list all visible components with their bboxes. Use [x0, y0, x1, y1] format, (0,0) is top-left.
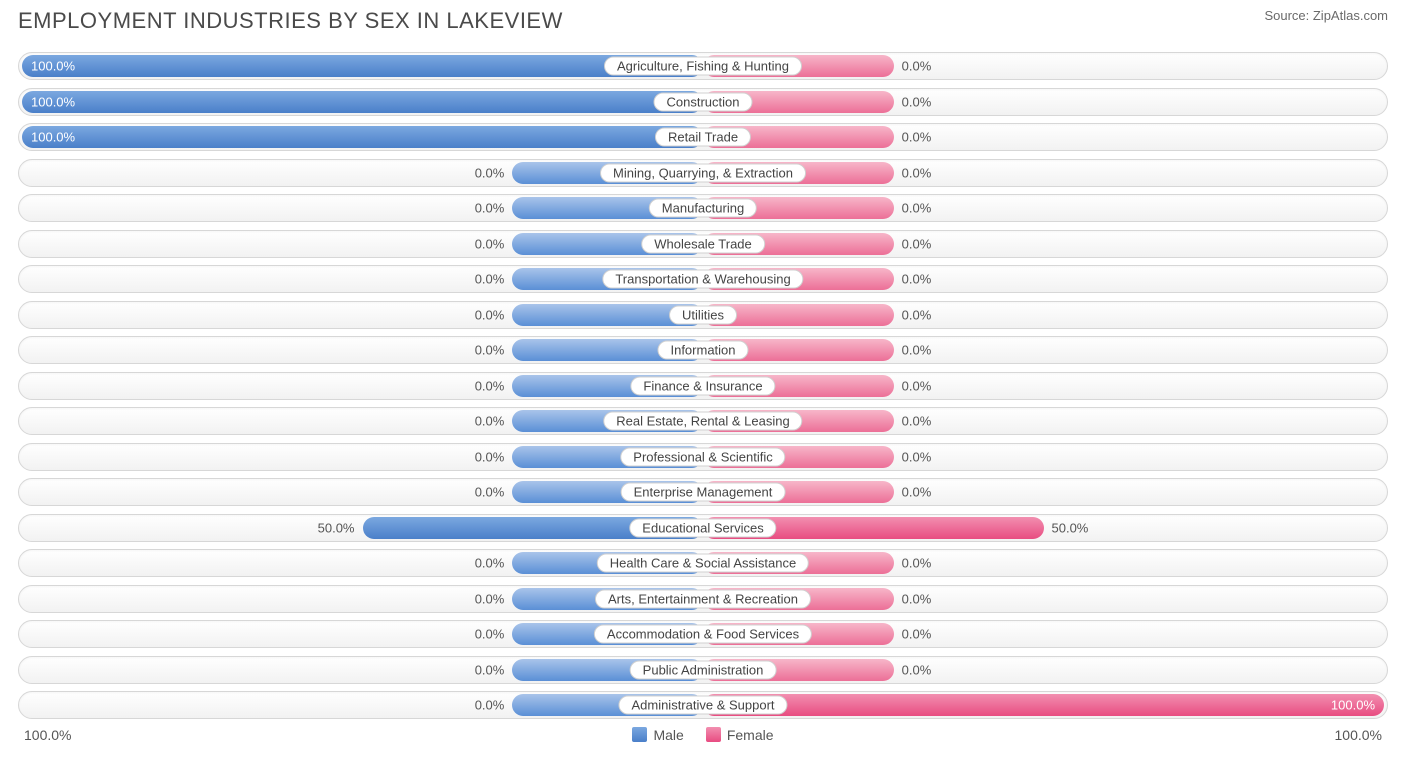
- male-value-label: 50.0%: [318, 520, 355, 535]
- male-value-label: 0.0%: [475, 343, 505, 358]
- female-value-label: 0.0%: [902, 343, 932, 358]
- chart-title: EMPLOYMENT INDUSTRIES BY SEX IN LAKEVIEW: [18, 8, 563, 34]
- female-value-label: 0.0%: [902, 591, 932, 606]
- female-value-label: 0.0%: [902, 94, 932, 109]
- legend: Male Female: [632, 727, 773, 743]
- female-value-label: 0.0%: [902, 627, 932, 642]
- legend-male-label: Male: [653, 727, 683, 743]
- male-value-label: 0.0%: [475, 698, 505, 713]
- male-value-label: 100.0%: [31, 130, 75, 145]
- chart-row: 0.0% 0.0% Public Administration: [18, 656, 1388, 684]
- category-label: Agriculture, Fishing & Hunting: [604, 57, 802, 76]
- category-label: Health Care & Social Assistance: [597, 554, 809, 573]
- male-value-label: 0.0%: [475, 449, 505, 464]
- chart-row: 0.0% 0.0% Information: [18, 336, 1388, 364]
- chart-row: 0.0% 0.0% Manufacturing: [18, 194, 1388, 222]
- male-value-label: 0.0%: [475, 414, 505, 429]
- category-label: Public Administration: [630, 660, 777, 679]
- female-value-label: 0.0%: [902, 307, 932, 322]
- male-value-label: 0.0%: [475, 485, 505, 500]
- chart-row: 100.0% 0.0% Administrative & Support: [18, 691, 1388, 719]
- chart-row: 0.0% 0.0% Real Estate, Rental & Leasing: [18, 407, 1388, 435]
- male-value-label: 0.0%: [475, 272, 505, 287]
- category-label: Manufacturing: [649, 199, 757, 218]
- category-label: Construction: [654, 92, 753, 111]
- female-value-label: 0.0%: [902, 201, 932, 216]
- category-label: Finance & Insurance: [630, 376, 775, 395]
- chart-row: 0.0% 0.0% Health Care & Social Assistance: [18, 549, 1388, 577]
- legend-male: Male: [632, 727, 683, 743]
- chart-row: 0.0% 0.0% Finance & Insurance: [18, 372, 1388, 400]
- chart-header: EMPLOYMENT INDUSTRIES BY SEX IN LAKEVIEW…: [18, 8, 1388, 34]
- male-value-label: 100.0%: [31, 59, 75, 74]
- male-bar: [22, 55, 703, 77]
- male-bar: [22, 126, 703, 148]
- chart-row: 0.0% 0.0% Wholesale Trade: [18, 230, 1388, 258]
- category-label: Educational Services: [629, 518, 776, 537]
- female-swatch-icon: [706, 727, 721, 742]
- chart-source: Source: ZipAtlas.com: [1264, 8, 1388, 23]
- legend-female-label: Female: [727, 727, 774, 743]
- category-label: Utilities: [669, 305, 737, 324]
- category-label: Professional & Scientific: [620, 447, 785, 466]
- female-value-label: 0.0%: [902, 59, 932, 74]
- male-bar: [22, 91, 703, 113]
- male-value-label: 0.0%: [475, 627, 505, 642]
- category-label: Information: [657, 341, 748, 360]
- male-value-label: 0.0%: [475, 662, 505, 677]
- female-value-label: 50.0%: [1052, 520, 1089, 535]
- male-value-label: 0.0%: [475, 201, 505, 216]
- chart-row: 0.0% 0.0% Mining, Quarrying, & Extraction: [18, 159, 1388, 187]
- category-label: Mining, Quarrying, & Extraction: [600, 163, 806, 182]
- chart-row: 100.0% 0.0% Agriculture, Fishing & Hunting: [18, 52, 1388, 80]
- chart-row: 50.0% 50.0% Educational Services: [18, 514, 1388, 542]
- category-label: Accommodation & Food Services: [594, 625, 812, 644]
- female-value-label: 0.0%: [902, 130, 932, 145]
- chart-row: 0.0% 0.0% Enterprise Management: [18, 478, 1388, 506]
- female-bar: [703, 694, 1384, 716]
- category-label: Real Estate, Rental & Leasing: [603, 412, 802, 431]
- category-label: Enterprise Management: [621, 483, 786, 502]
- female-value-label: 0.0%: [902, 556, 932, 571]
- female-value-label: 0.0%: [902, 236, 932, 251]
- chart-row: 0.0% 0.0% Utilities: [18, 301, 1388, 329]
- category-label: Wholesale Trade: [641, 234, 765, 253]
- female-value-label: 100.0%: [1331, 698, 1375, 713]
- chart-row: 0.0% 0.0% Professional & Scientific: [18, 443, 1388, 471]
- category-label: Transportation & Warehousing: [602, 270, 803, 289]
- female-value-label: 0.0%: [902, 272, 932, 287]
- chart-row: 0.0% 0.0% Transportation & Warehousing: [18, 265, 1388, 293]
- female-value-label: 0.0%: [902, 662, 932, 677]
- chart-row: 100.0% 0.0% Construction: [18, 88, 1388, 116]
- female-value-label: 0.0%: [902, 449, 932, 464]
- chart-row: 0.0% 0.0% Accommodation & Food Services: [18, 620, 1388, 648]
- axis-right-label: 100.0%: [1335, 727, 1382, 743]
- legend-female: Female: [706, 727, 774, 743]
- diverging-bar-chart: 100.0% 0.0% Agriculture, Fishing & Hunting…: [18, 52, 1388, 719]
- category-label: Administrative & Support: [618, 696, 787, 715]
- female-value-label: 0.0%: [902, 485, 932, 500]
- female-value-label: 0.0%: [902, 378, 932, 393]
- chart-footer: 100.0% Male Female 100.0%: [18, 727, 1388, 743]
- category-label: Retail Trade: [655, 128, 751, 147]
- male-value-label: 0.0%: [475, 556, 505, 571]
- male-value-label: 0.0%: [475, 378, 505, 393]
- male-value-label: 0.0%: [475, 236, 505, 251]
- male-value-label: 0.0%: [475, 591, 505, 606]
- category-label: Arts, Entertainment & Recreation: [595, 589, 811, 608]
- female-value-label: 0.0%: [902, 414, 932, 429]
- axis-left-label: 100.0%: [24, 727, 71, 743]
- male-value-label: 100.0%: [31, 94, 75, 109]
- chart-row: 0.0% 0.0% Arts, Entertainment & Recreation: [18, 585, 1388, 613]
- male-value-label: 0.0%: [475, 307, 505, 322]
- male-swatch-icon: [632, 727, 647, 742]
- male-value-label: 0.0%: [475, 165, 505, 180]
- chart-row: 100.0% 0.0% Retail Trade: [18, 123, 1388, 151]
- female-value-label: 0.0%: [902, 165, 932, 180]
